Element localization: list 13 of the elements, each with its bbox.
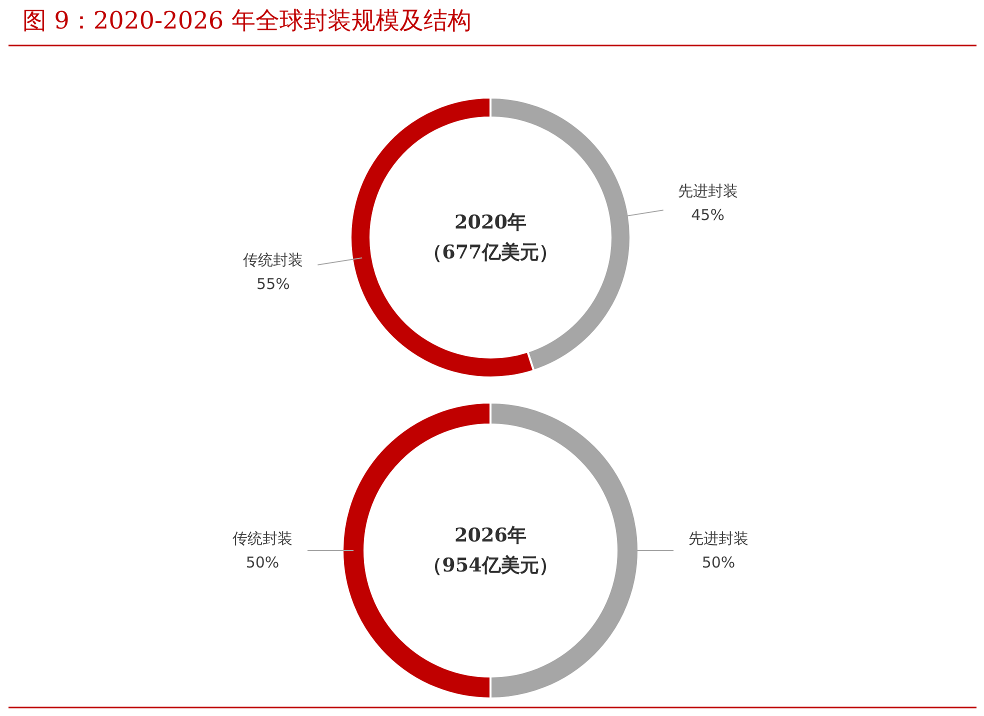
data-label: 55% [256, 274, 290, 293]
data-label: 50% [246, 554, 280, 572]
slice-label: 传统封装 [243, 250, 304, 269]
text: （954亿美元） [423, 554, 558, 576]
slice-label: 先进封装 [678, 182, 738, 200]
slice-label: 传统封装 [232, 530, 292, 548]
slice-label: 先进封装 [688, 530, 748, 548]
text: （677亿美元） [423, 242, 558, 264]
text: 2020年 [454, 212, 526, 234]
chart-title: 图 9：2020-2026 年全球封装规模及结构 [22, 6, 472, 34]
data-label: 45% [691, 206, 724, 224]
text: 2026年 [454, 524, 526, 546]
data-label: 50% [702, 554, 736, 572]
